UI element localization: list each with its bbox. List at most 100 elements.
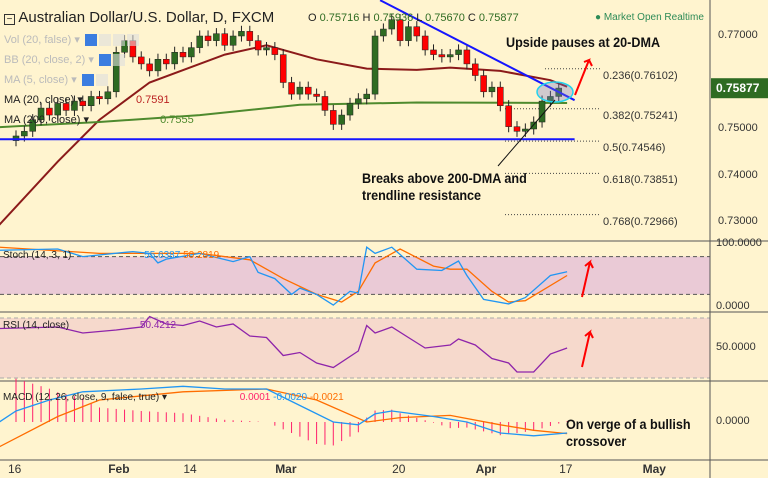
candle [313,93,320,97]
annotation-upside: Upside pauses at 20-DMA [506,34,661,50]
fib-label-1: 0.382(0.75241) [603,109,678,122]
candle [104,91,112,100]
annotation-breaks: Breaks above 200-DMA and trendline resist… [362,170,527,203]
x-tick-Feb: Feb [108,462,130,476]
candle [371,35,379,95]
candle [305,86,312,95]
gear-icon[interactable] [98,34,111,47]
symbol-title: Australian Dollar/U.S. Dollar, D, FXCM [18,9,275,26]
stoch-band [0,256,710,295]
candle [163,59,170,65]
highlight-ellipse [536,81,574,103]
red-arrow [581,259,594,298]
annotation-macd: On verge of a bullish crossover [566,416,691,449]
candle [430,49,437,55]
price-tick: 0.77000 [718,29,758,41]
macd-legend[interactable]: MACD (12, 26, close, 9, false, true) ▾ 0… [3,392,344,403]
candle [405,26,412,41]
symbol-header[interactable]: − Australian Dollar/U.S. Dollar, D, FXCM [4,9,274,26]
visibility-icon[interactable] [98,54,111,67]
candle [29,119,36,132]
plus-icon[interactable] [112,34,125,47]
candle [438,54,446,58]
stoch-legend[interactable]: Stoch (14, 3, 1) 55.6387 50.2819 [3,250,220,261]
trendline-resistance [379,0,576,102]
candle [455,49,462,55]
candle [413,26,421,37]
collapse-icon[interactable]: − [4,14,15,25]
price-tick: 0.75000 [718,122,758,134]
candle [263,47,270,51]
candle [380,28,387,37]
stoch-tick: 0.0000 [716,300,750,312]
macd-signal-line [0,388,568,448]
candle [396,19,404,41]
study-ma200[interactable]: MA (200, close) ▾ 0.7555 [4,114,194,126]
candle [87,96,95,106]
rsi-legend[interactable]: RSI (14, close) 50.4212 [3,320,177,331]
annotation-arrow [497,99,556,167]
visibility-icon[interactable] [81,74,94,87]
x-tick-14: 14 [183,462,197,476]
candle [271,47,279,55]
price-tick: 0.74000 [718,168,758,181]
candle [79,100,87,106]
candle [505,105,512,127]
red-arrow [581,329,594,368]
candle [330,110,337,125]
stoch-tick: 100.0000 [716,237,762,249]
close-icon[interactable] [126,34,139,47]
candle [421,35,429,51]
study-bb[interactable]: BB (20, close, 2) ▾ [4,53,125,67]
candle [538,100,546,123]
candle [21,131,28,137]
candle [154,59,162,72]
gear-icon[interactable] [95,74,108,87]
x-tick-Apr: Apr [475,462,497,476]
x-tick-Mar: Mar [275,462,297,476]
candle [188,47,195,58]
candle [196,35,203,48]
red-arrow [574,58,593,96]
ma200-line [0,101,568,129]
ohlc-readout: O 0.75716 H 0.75936 L 0.75670 C 0.75877 [308,12,519,24]
candle [204,35,212,41]
candle [246,31,254,41]
candle [54,103,61,116]
fib-label-2: 0.5(0.74546) [603,142,666,155]
visibility-icon[interactable] [84,34,97,47]
x-tick-16: 16 [8,462,22,476]
candle [363,93,370,100]
x-tick-May: May [642,462,666,476]
candle [296,86,304,95]
candle [46,107,53,116]
study-ma5[interactable]: MA (5, close) ▾ [4,73,108,87]
candle [229,35,237,46]
candle [213,33,220,41]
market-status: ● Market Open Realtime [595,12,704,23]
fib-label-4: 0.768(0.72966) [603,215,678,228]
gear-icon[interactable] [112,54,125,67]
x-tick-20: 20 [392,462,406,476]
stoch-d-line [0,246,568,303]
candle [388,19,395,30]
candle [221,33,228,46]
candle [321,96,329,111]
study-vol[interactable]: Vol (20, false) ▾ [4,33,139,47]
stoch-k-line [0,246,568,306]
ma20-line [0,44,568,226]
fib-label-0: 0.236(0.76102) [603,69,678,82]
candle [338,114,345,125]
candle [446,54,454,58]
x-tick-17: 17 [559,462,573,476]
candle [480,75,487,93]
candle [279,54,287,83]
price-tick: 0.73000 [718,215,758,227]
candle [96,96,103,100]
candle [288,82,295,95]
study-ma20[interactable]: MA (20, close) ▾ 0.7591 [4,94,170,106]
candle [138,56,145,65]
candle [71,100,78,111]
